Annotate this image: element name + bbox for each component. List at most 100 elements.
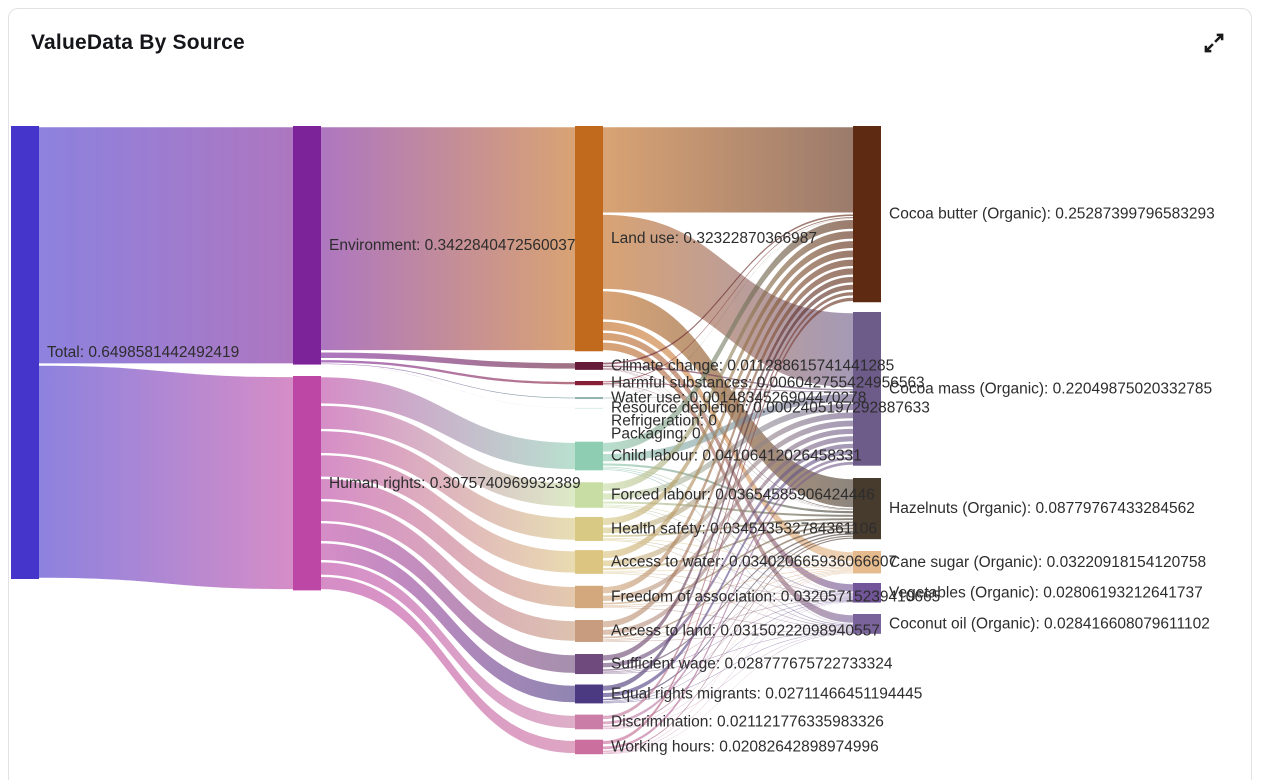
sankey-link-child_labour-cocoa_butter[interactable] (603, 220, 853, 452)
sankey-node-climate_change[interactable] (575, 362, 603, 370)
sankey-link-climate_change-cane_sugar[interactable] (603, 368, 853, 563)
sankey-link-working_hours-coconut_oil[interactable] (603, 633, 853, 755)
sankey-link-health_safety-cocoa_mass[interactable] (603, 412, 853, 534)
sankey-link-climate_change-cocoa_butter[interactable] (603, 214, 853, 365)
sankey-link-equal_rights_migrants-cane_sugar[interactable] (603, 571, 853, 702)
sankey-link-access_to_land-vegetables[interactable] (603, 598, 853, 641)
sankey-node-forced_labour[interactable] (575, 482, 603, 508)
sankey-link-freedom_of_association-cocoa_butter[interactable] (603, 259, 853, 594)
sankey-link-equal_rights_migrants-hazelnuts[interactable] (603, 533, 853, 701)
sankey-link-land_use-hazelnuts[interactable] (603, 291, 853, 508)
sankey-link-equal_rights_migrants-cocoa_mass[interactable] (603, 450, 853, 698)
sankey-link-working_hours-cocoa_butter[interactable] (603, 297, 853, 745)
sankey-link-child_labour-coconut_oil[interactable] (603, 469, 853, 626)
sankey-node-access_to_water[interactable] (575, 550, 603, 574)
sankey-link-climate_change-hazelnuts[interactable] (603, 367, 853, 510)
sankey-link-harmful_substances-cocoa_butter[interactable] (603, 217, 853, 383)
sankey-node-hazelnuts[interactable] (853, 478, 881, 540)
sankey-link-human_rights-access_to_water[interactable] (321, 455, 575, 573)
sankey-link-human_rights-working_hours[interactable] (321, 577, 575, 754)
sankey-link-discrimination-hazelnuts[interactable] (603, 535, 853, 727)
sankey-link-sufficient_wage-cane_sugar[interactable] (603, 570, 853, 673)
sankey-link-working_hours-cane_sugar[interactable] (603, 572, 853, 753)
sankey-link-freedom_of_association-cocoa_mass[interactable] (603, 428, 853, 601)
sankey-link-sufficient_wage-cocoa_butter[interactable] (603, 276, 853, 661)
sankey-link-land_use-cocoa_butter[interactable] (603, 127, 853, 213)
sankey-link-health_safety-cocoa_butter[interactable] (603, 241, 853, 526)
sankey-link-freedom_of_association-vegetables[interactable] (603, 597, 853, 607)
sankey-link-access_to_water-cane_sugar[interactable] (603, 566, 853, 572)
sankey-link-access_to_water-cocoa_mass[interactable] (603, 420, 853, 567)
sankey-link-land_use-vegetables[interactable] (603, 332, 853, 592)
sankey-link-sufficient_wage-cocoa_mass[interactable] (603, 443, 853, 668)
sankey-link-health_safety-cane_sugar[interactable] (603, 537, 853, 567)
sankey-link-health_safety-hazelnuts[interactable] (603, 518, 853, 537)
sankey-link-human_rights-equal_rights_migrants[interactable] (321, 543, 575, 703)
sankey-link-total-environment[interactable] (39, 127, 293, 364)
sankey-link-harmful_substances-cocoa_mass[interactable] (603, 382, 853, 393)
sankey-link-water_use-cane_sugar[interactable] (603, 398, 853, 563)
sankey-node-human_rights[interactable] (293, 376, 321, 591)
sankey-link-forced_labour-vegetables[interactable] (603, 505, 853, 596)
sankey-link-health_safety-vegetables[interactable] (603, 539, 853, 597)
sankey-link-human_rights-health_safety[interactable] (321, 431, 575, 540)
sankey-node-total[interactable] (11, 126, 39, 579)
sankey-link-water_use-cocoa_mass[interactable] (603, 392, 853, 399)
sankey-link-resource_depletion-cocoa_mass[interactable] (603, 392, 853, 409)
sankey-node-working_hours[interactable] (575, 739, 603, 755)
sankey-link-discrimination-cocoa_mass[interactable] (603, 456, 853, 725)
sankey-link-environment-resource_depletion[interactable] (321, 364, 575, 409)
sankey-link-human_rights-access_to_land[interactable] (321, 501, 575, 641)
sankey-link-human_rights-discrimination[interactable] (321, 562, 575, 729)
sankey-link-child_labour-vegetables[interactable] (603, 468, 853, 595)
sankey-node-resource_depletion[interactable] (575, 407, 603, 409)
sankey-link-climate_change-coconut_oil[interactable] (603, 369, 853, 625)
sankey-link-sufficient_wage-hazelnuts[interactable] (603, 530, 853, 671)
sankey-link-environment-land_use[interactable] (321, 127, 575, 351)
sankey-link-freedom_of_association-coconut_oil[interactable] (603, 607, 853, 630)
sankey-link-climate_change-cocoa_mass[interactable] (603, 365, 853, 391)
expand-button[interactable] (1197, 25, 1233, 61)
sankey-link-working_hours-cocoa_mass[interactable] (603, 461, 853, 750)
sankey-link-access_to_land-cocoa_butter[interactable] (603, 268, 853, 628)
sankey-link-environment-harmful_substances[interactable] (321, 360, 575, 385)
sankey-node-land_use[interactable] (575, 126, 603, 352)
sankey-link-access_to_land-cocoa_mass[interactable] (603, 436, 853, 635)
sankey-link-freedom_of_association-cane_sugar[interactable] (603, 568, 853, 606)
sankey-link-discrimination-vegetables[interactable] (603, 601, 853, 729)
sankey-link-climate_change-vegetables[interactable] (603, 369, 853, 593)
sankey-link-discrimination-cane_sugar[interactable] (603, 572, 853, 728)
sankey-node-coconut_oil[interactable] (853, 614, 881, 634)
sankey-link-access_to_land-coconut_oil[interactable] (603, 630, 853, 642)
sankey-link-forced_labour-hazelnuts[interactable] (603, 501, 853, 517)
sankey-link-equal_rights_migrants-vegetables[interactable] (603, 600, 853, 703)
sankey-link-freedom_of_association-hazelnuts[interactable] (603, 524, 853, 605)
sankey-node-health_safety[interactable] (575, 516, 603, 541)
sankey-node-harmful_substances[interactable] (575, 381, 603, 386)
sankey-link-equal_rights_migrants-cocoa_butter[interactable] (603, 284, 853, 691)
sankey-node-water_use[interactable] (575, 397, 603, 399)
sankey-node-discrimination[interactable] (575, 714, 603, 730)
sankey-node-cane_sugar[interactable] (853, 551, 881, 574)
sankey-link-sufficient_wage-coconut_oil[interactable] (603, 631, 853, 674)
sankey-link-discrimination-cocoa_butter[interactable] (603, 292, 853, 720)
sankey-node-cocoa_butter[interactable] (853, 126, 881, 303)
sankey-link-forced_labour-coconut_oil[interactable] (603, 506, 853, 627)
sankey-link-access_to_land-hazelnuts[interactable] (603, 527, 853, 639)
sankey-node-equal_rights_migrants[interactable] (575, 684, 603, 704)
sankey-link-total-human_rights[interactable] (39, 365, 293, 590)
sankey-link-access_to_water-cocoa_butter[interactable] (603, 250, 853, 559)
sankey-link-environment-water_use[interactable] (321, 363, 575, 399)
sankey-link-forced_labour-cocoa_butter[interactable] (603, 231, 853, 492)
sankey-link-human_rights-sufficient_wage[interactable] (321, 523, 575, 673)
sankey-link-land_use-cocoa_mass[interactable] (603, 214, 853, 388)
sankey-link-forced_labour-cocoa_mass[interactable] (603, 403, 853, 500)
sankey-link-health_safety-coconut_oil[interactable] (603, 540, 853, 628)
sankey-link-working_hours-hazelnuts[interactable] (603, 537, 853, 752)
sankey-link-water_use-cocoa_butter[interactable] (603, 218, 853, 398)
sankey-node-freedom_of_association[interactable] (575, 585, 603, 609)
sankey-link-land_use-coconut_oil[interactable] (603, 342, 853, 623)
sankey-link-discrimination-coconut_oil[interactable] (603, 632, 853, 730)
sankey-link-human_rights-freedom_of_association[interactable] (321, 479, 575, 607)
